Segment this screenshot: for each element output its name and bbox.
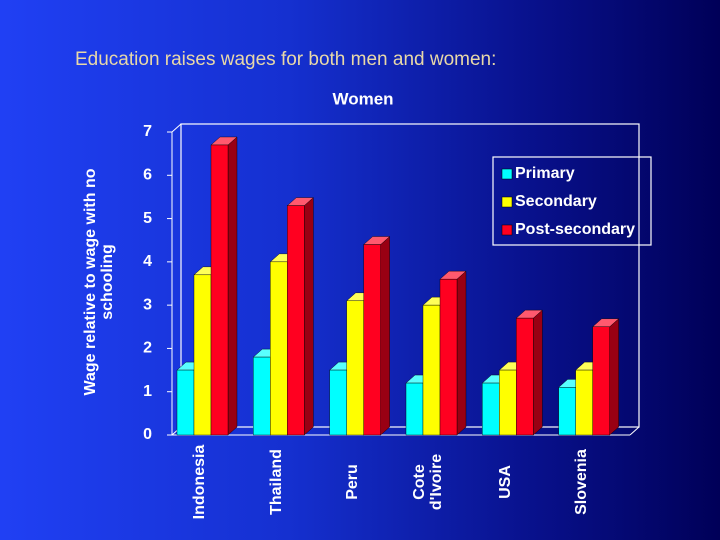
bar-front xyxy=(575,369,593,436)
bar-side xyxy=(304,197,314,436)
x-tick-label: USA xyxy=(496,465,514,499)
bar-front xyxy=(592,326,610,436)
x-tick-label: Cote d'Ivoire xyxy=(411,453,446,511)
bar-front xyxy=(253,356,271,436)
bar-front xyxy=(346,300,364,436)
y-tick-label: 4 xyxy=(143,253,152,270)
legend-swatch xyxy=(501,168,513,180)
bar xyxy=(363,236,391,436)
y-tick-label: 5 xyxy=(143,210,152,227)
bar-front xyxy=(363,244,381,436)
y-tick-label: 0 xyxy=(143,426,152,443)
bar xyxy=(286,197,314,436)
wall-edge xyxy=(171,123,182,133)
legend: Primary Secondary Post-secondary xyxy=(492,156,652,246)
bar-front xyxy=(499,369,517,436)
bar-front xyxy=(329,369,347,436)
chart-title: Women xyxy=(332,89,393,108)
bar-front xyxy=(176,369,195,436)
legend-label: Secondary xyxy=(515,193,597,210)
bar-side xyxy=(456,270,467,436)
legend-swatch xyxy=(501,224,513,236)
legend-label: Primary xyxy=(515,165,575,182)
y-tick-label: 7 xyxy=(143,123,152,140)
y-tick-label: 3 xyxy=(143,296,152,313)
x-tick-label: Peru xyxy=(343,464,361,500)
slide-title: Education raises wages for both men and … xyxy=(75,49,496,70)
bar xyxy=(210,136,238,436)
bar-front xyxy=(210,144,229,436)
y-tick-label: 1 xyxy=(143,383,152,400)
bar xyxy=(439,270,467,436)
bar xyxy=(515,309,543,436)
bar-side xyxy=(380,236,390,436)
bar-front xyxy=(482,382,500,436)
x-tick-label: Thailand xyxy=(267,449,285,515)
y-axis-label: Wage relative to wage with no schooling xyxy=(82,168,116,396)
legend-swatch xyxy=(501,196,513,208)
x-tick-label: Slovenia xyxy=(572,449,590,515)
y-tick-label: 6 xyxy=(143,167,152,184)
bar-front xyxy=(287,205,305,436)
bar-side xyxy=(609,318,619,436)
bar-front xyxy=(193,274,212,436)
legend-label: Post-secondary xyxy=(515,221,635,238)
bar-side xyxy=(533,309,543,436)
bar-front xyxy=(270,261,288,436)
y-tick-label: 2 xyxy=(143,340,152,357)
bar-front xyxy=(405,382,424,436)
bar-front xyxy=(558,387,576,436)
bar-front xyxy=(422,304,441,436)
legend-box xyxy=(492,156,652,246)
bar xyxy=(592,318,620,436)
floor-edge xyxy=(629,426,640,436)
bar-front xyxy=(516,317,534,436)
bar-side xyxy=(227,136,238,436)
x-tick-label: Indonesia xyxy=(190,444,208,520)
bar-front xyxy=(439,278,458,436)
